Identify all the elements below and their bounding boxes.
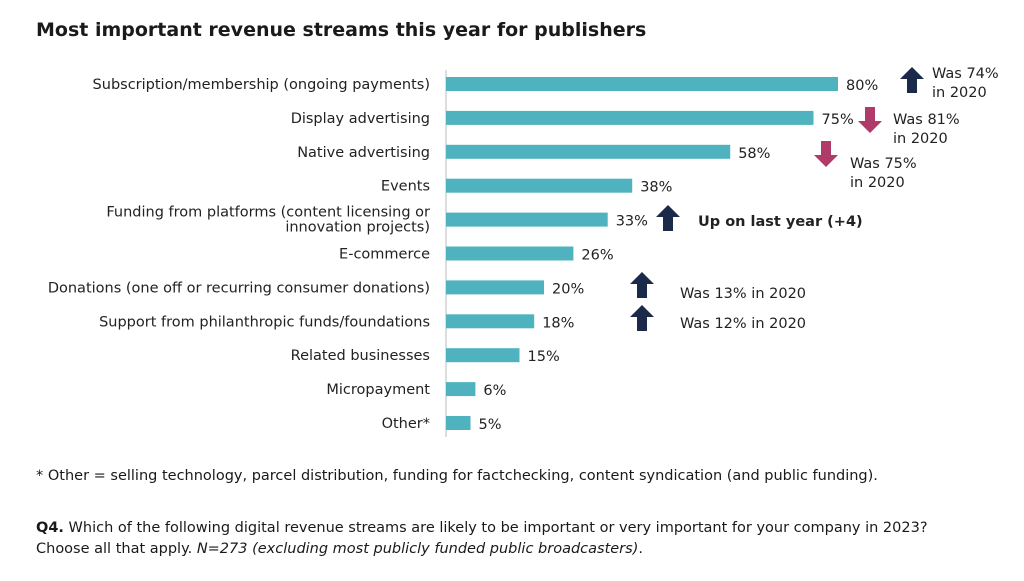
data-label: 26%: [581, 248, 613, 264]
change-annotation: Was 13% in 2020: [680, 286, 806, 302]
bar: [446, 416, 471, 430]
category-label: innovation projects): [285, 220, 430, 236]
change-annotation: Up on last year (+4): [698, 214, 863, 230]
category-label: Micropayment: [326, 382, 430, 398]
category-label: Display advertising: [291, 111, 430, 127]
arrow-up-icon: [630, 305, 654, 331]
change-annotation: Was 74%: [932, 66, 999, 82]
change-annotation: in 2020: [932, 85, 987, 101]
category-label: Other*: [382, 416, 430, 432]
change-annotation: Was 81%: [893, 112, 960, 128]
chart-title: Most important revenue streams this year…: [36, 19, 647, 41]
category-label: Donations (one off or recurring consumer…: [48, 280, 430, 296]
bar-chart: 80% Subscription/membership (ongoing paym…: [48, 66, 999, 437]
data-label: 5%: [479, 417, 502, 433]
bar: [446, 212, 608, 227]
arrow-up-icon: [656, 205, 680, 231]
data-label: 15%: [528, 349, 560, 365]
change-annotation: Was 12% in 2020: [680, 316, 806, 332]
question-end: .: [638, 541, 643, 557]
data-label: 18%: [542, 315, 574, 331]
footnote: * Other = selling technology, parcel dis…: [36, 468, 878, 484]
data-label: 20%: [552, 281, 584, 297]
data-label: 33%: [616, 214, 648, 230]
bar: [446, 246, 574, 261]
bar: [446, 77, 838, 91]
sample-size: N=273 (excluding most publicly funded pu…: [196, 541, 639, 557]
category-label: E-commerce: [339, 247, 430, 263]
category-label: Events: [381, 179, 430, 195]
category-label: Subscription/membership (ongoing payment…: [93, 77, 430, 93]
question-text: Which of the following digital revenue s…: [63, 520, 928, 536]
question-number: Q4.: [36, 520, 64, 536]
arrow-down-icon: [858, 107, 882, 133]
data-label: 38%: [640, 180, 672, 196]
data-label: 6%: [483, 383, 506, 399]
category-label: Funding from platforms (content licensin…: [106, 205, 430, 221]
change-annotation: in 2020: [893, 131, 948, 147]
arrow-down-icon: [814, 141, 838, 167]
bar: [446, 382, 476, 397]
bar: [446, 280, 544, 295]
data-label: 58%: [738, 146, 770, 162]
category-label: Related businesses: [291, 348, 430, 364]
bar: [446, 144, 731, 159]
survey-question: Q4. Which of the following digital reven…: [36, 518, 928, 560]
change-annotation: Was 75%: [850, 156, 917, 172]
bar: [446, 110, 814, 125]
arrow-up-icon: [900, 67, 924, 93]
bar: [446, 178, 633, 193]
bar: [446, 348, 520, 363]
arrow-up-icon: [630, 272, 654, 298]
category-label: Native advertising: [297, 145, 430, 161]
change-annotation: in 2020: [850, 175, 905, 191]
question-instruction: Choose all that apply.: [36, 541, 197, 557]
data-label: 80%: [846, 78, 878, 94]
data-label: 75%: [822, 112, 854, 128]
category-label: Support from philanthropic funds/foundat…: [99, 314, 430, 330]
bar: [446, 314, 535, 329]
